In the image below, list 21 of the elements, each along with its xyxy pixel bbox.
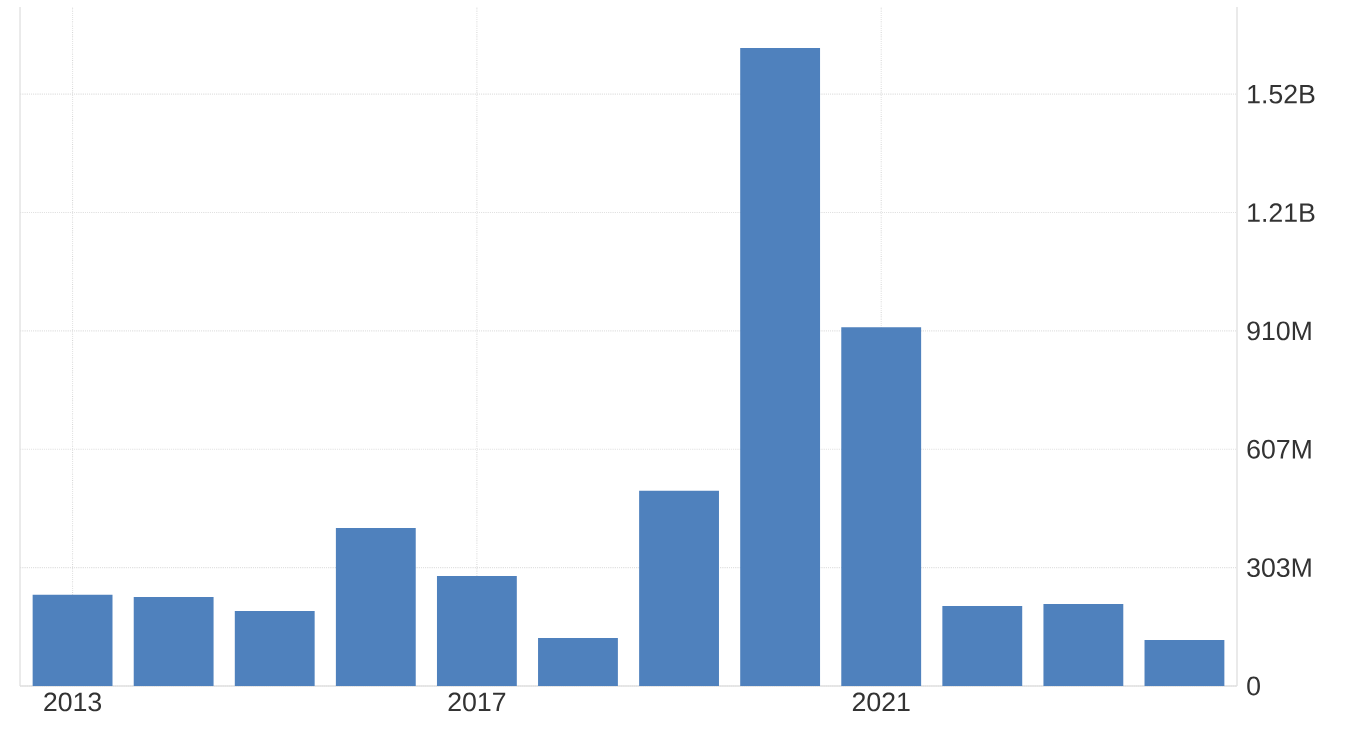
y-tick-label: 1.21B	[1248, 203, 1315, 222]
bar	[133, 597, 214, 686]
bar	[841, 327, 922, 686]
y-tick-label: 607M	[1247, 439, 1311, 459]
bar	[538, 637, 618, 686]
y-tick-label: 0	[1247, 676, 1260, 696]
bar	[1043, 604, 1124, 686]
y-tick-label: 910M	[1247, 321, 1311, 341]
bar	[436, 575, 517, 686]
bar	[942, 605, 1023, 686]
x-tick-label: 2021	[852, 692, 910, 712]
bar	[639, 490, 719, 686]
bar	[32, 594, 113, 686]
bar	[234, 611, 315, 686]
x-tick-label: 2013	[44, 692, 102, 712]
bar	[740, 47, 821, 686]
bar	[335, 527, 416, 686]
x-tick-label: 2017	[448, 692, 506, 712]
y-tick-label: 303M	[1247, 558, 1311, 578]
bar	[1144, 639, 1225, 686]
y-tick-label: 1.52B	[1248, 84, 1315, 104]
